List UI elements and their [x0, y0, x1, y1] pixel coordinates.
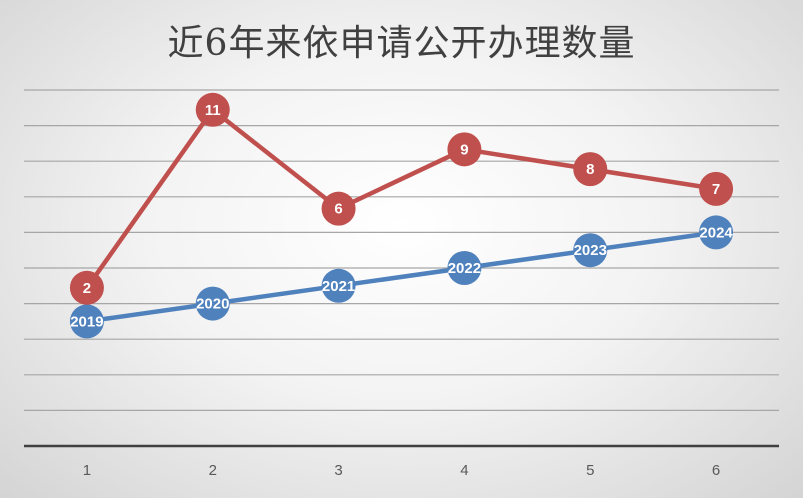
series-line [86, 230, 717, 324]
x-tick-label: 4 [460, 462, 468, 479]
data-label: 2023 [574, 242, 607, 259]
data-label: 7 [712, 181, 720, 198]
data-label: 9 [460, 141, 468, 158]
series-line [85, 107, 717, 290]
data-label: 6 [334, 201, 342, 218]
data-point [69, 304, 104, 339]
x-tick-label: 5 [586, 462, 594, 479]
chart-title: 近6年来依申请公开办理数量 [167, 23, 636, 64]
data-label: 2 [83, 280, 91, 297]
data-point [699, 215, 734, 250]
x-tick-label: 6 [712, 462, 720, 479]
data-label: 2021 [322, 278, 355, 295]
data-point [321, 191, 356, 226]
data-label: 11 [205, 102, 221, 119]
data-label: 2022 [448, 260, 481, 277]
data-point [447, 251, 482, 285]
data-label: 2024 [699, 224, 733, 241]
data-label: 2019 [70, 313, 103, 330]
data-label: 8 [586, 161, 594, 178]
data-point [195, 92, 230, 127]
data-point [195, 286, 230, 321]
x-tick-label: 2 [209, 462, 217, 479]
data-point [69, 270, 104, 305]
data-point [447, 132, 482, 167]
data-label: 2020 [196, 296, 229, 313]
x-tick-label: 3 [334, 462, 342, 479]
data-point [573, 233, 608, 268]
data-point [699, 171, 734, 206]
x-tick-label: 1 [83, 462, 91, 479]
data-point [321, 268, 356, 303]
data-point [573, 152, 608, 187]
